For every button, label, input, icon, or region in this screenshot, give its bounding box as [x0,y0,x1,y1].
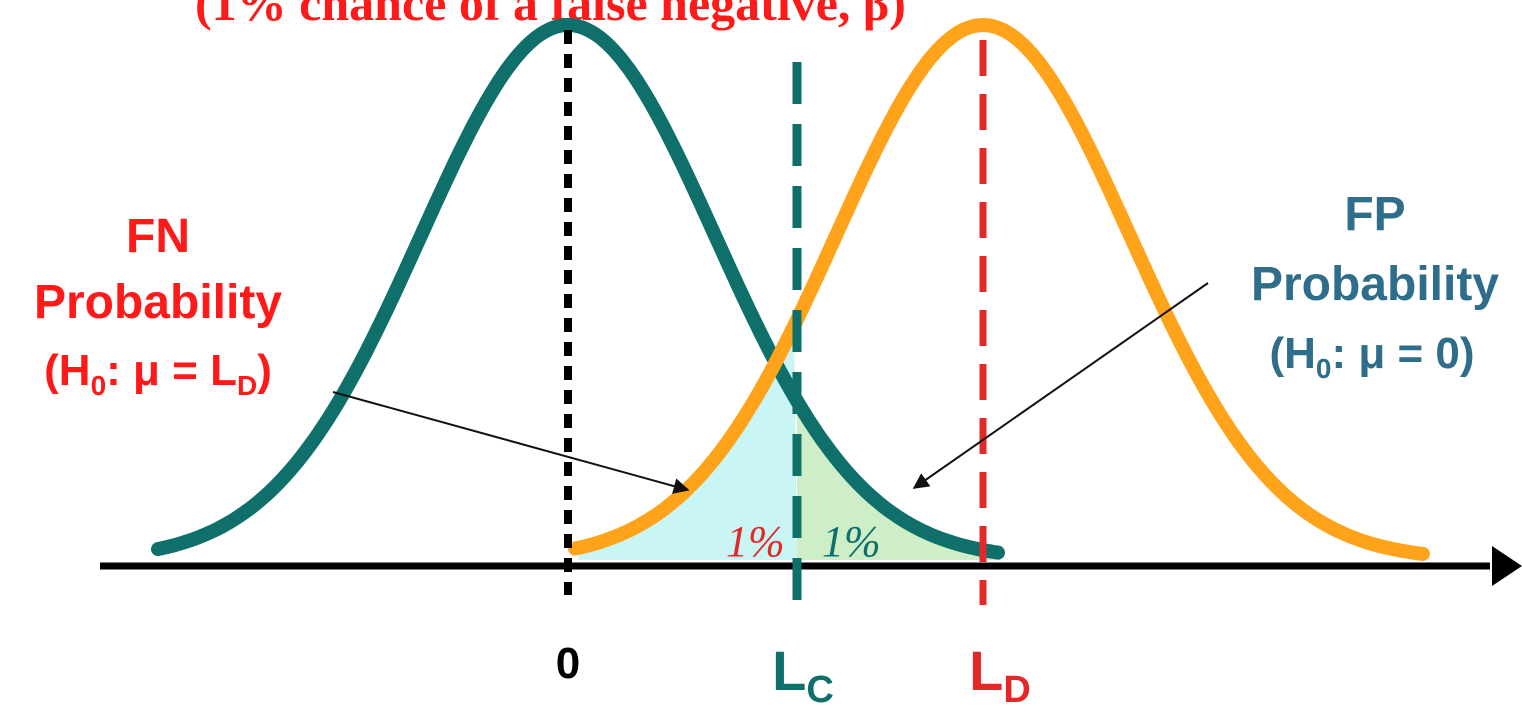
axis-label-lc: LC [772,639,834,706]
fn-label-line1: FN [126,210,190,263]
fp-area-fill [797,401,1000,560]
x-axis-arrowhead [1492,546,1522,586]
fp-percent-label: 1% [822,517,881,566]
fn-label-hypothesis: (H0: μ = LD) [44,346,272,401]
fp-label-hypothesis: (H0: μ = 0) [1269,329,1474,384]
alternative-distribution-curve [568,17,1430,561]
fn-percent-label: 1% [726,517,785,566]
fn-label-block: FN Probability (H0: μ = LD) [34,210,282,401]
fp-label-block: FP Probability (H0: μ = 0) [1251,188,1499,384]
fp-label-line2: Probability [1251,258,1499,311]
axis-label-zero: 0 [556,639,580,688]
fn-area-fill [578,325,797,560]
fp-label-line1: FP [1344,188,1405,241]
null-distribution-curve [151,18,1005,560]
fp-pointer-arrow [912,282,1209,489]
fn-pointer-arrow [332,391,690,494]
fn-label-line2: Probability [34,276,282,329]
axis-label-ld: LD [969,639,1031,706]
